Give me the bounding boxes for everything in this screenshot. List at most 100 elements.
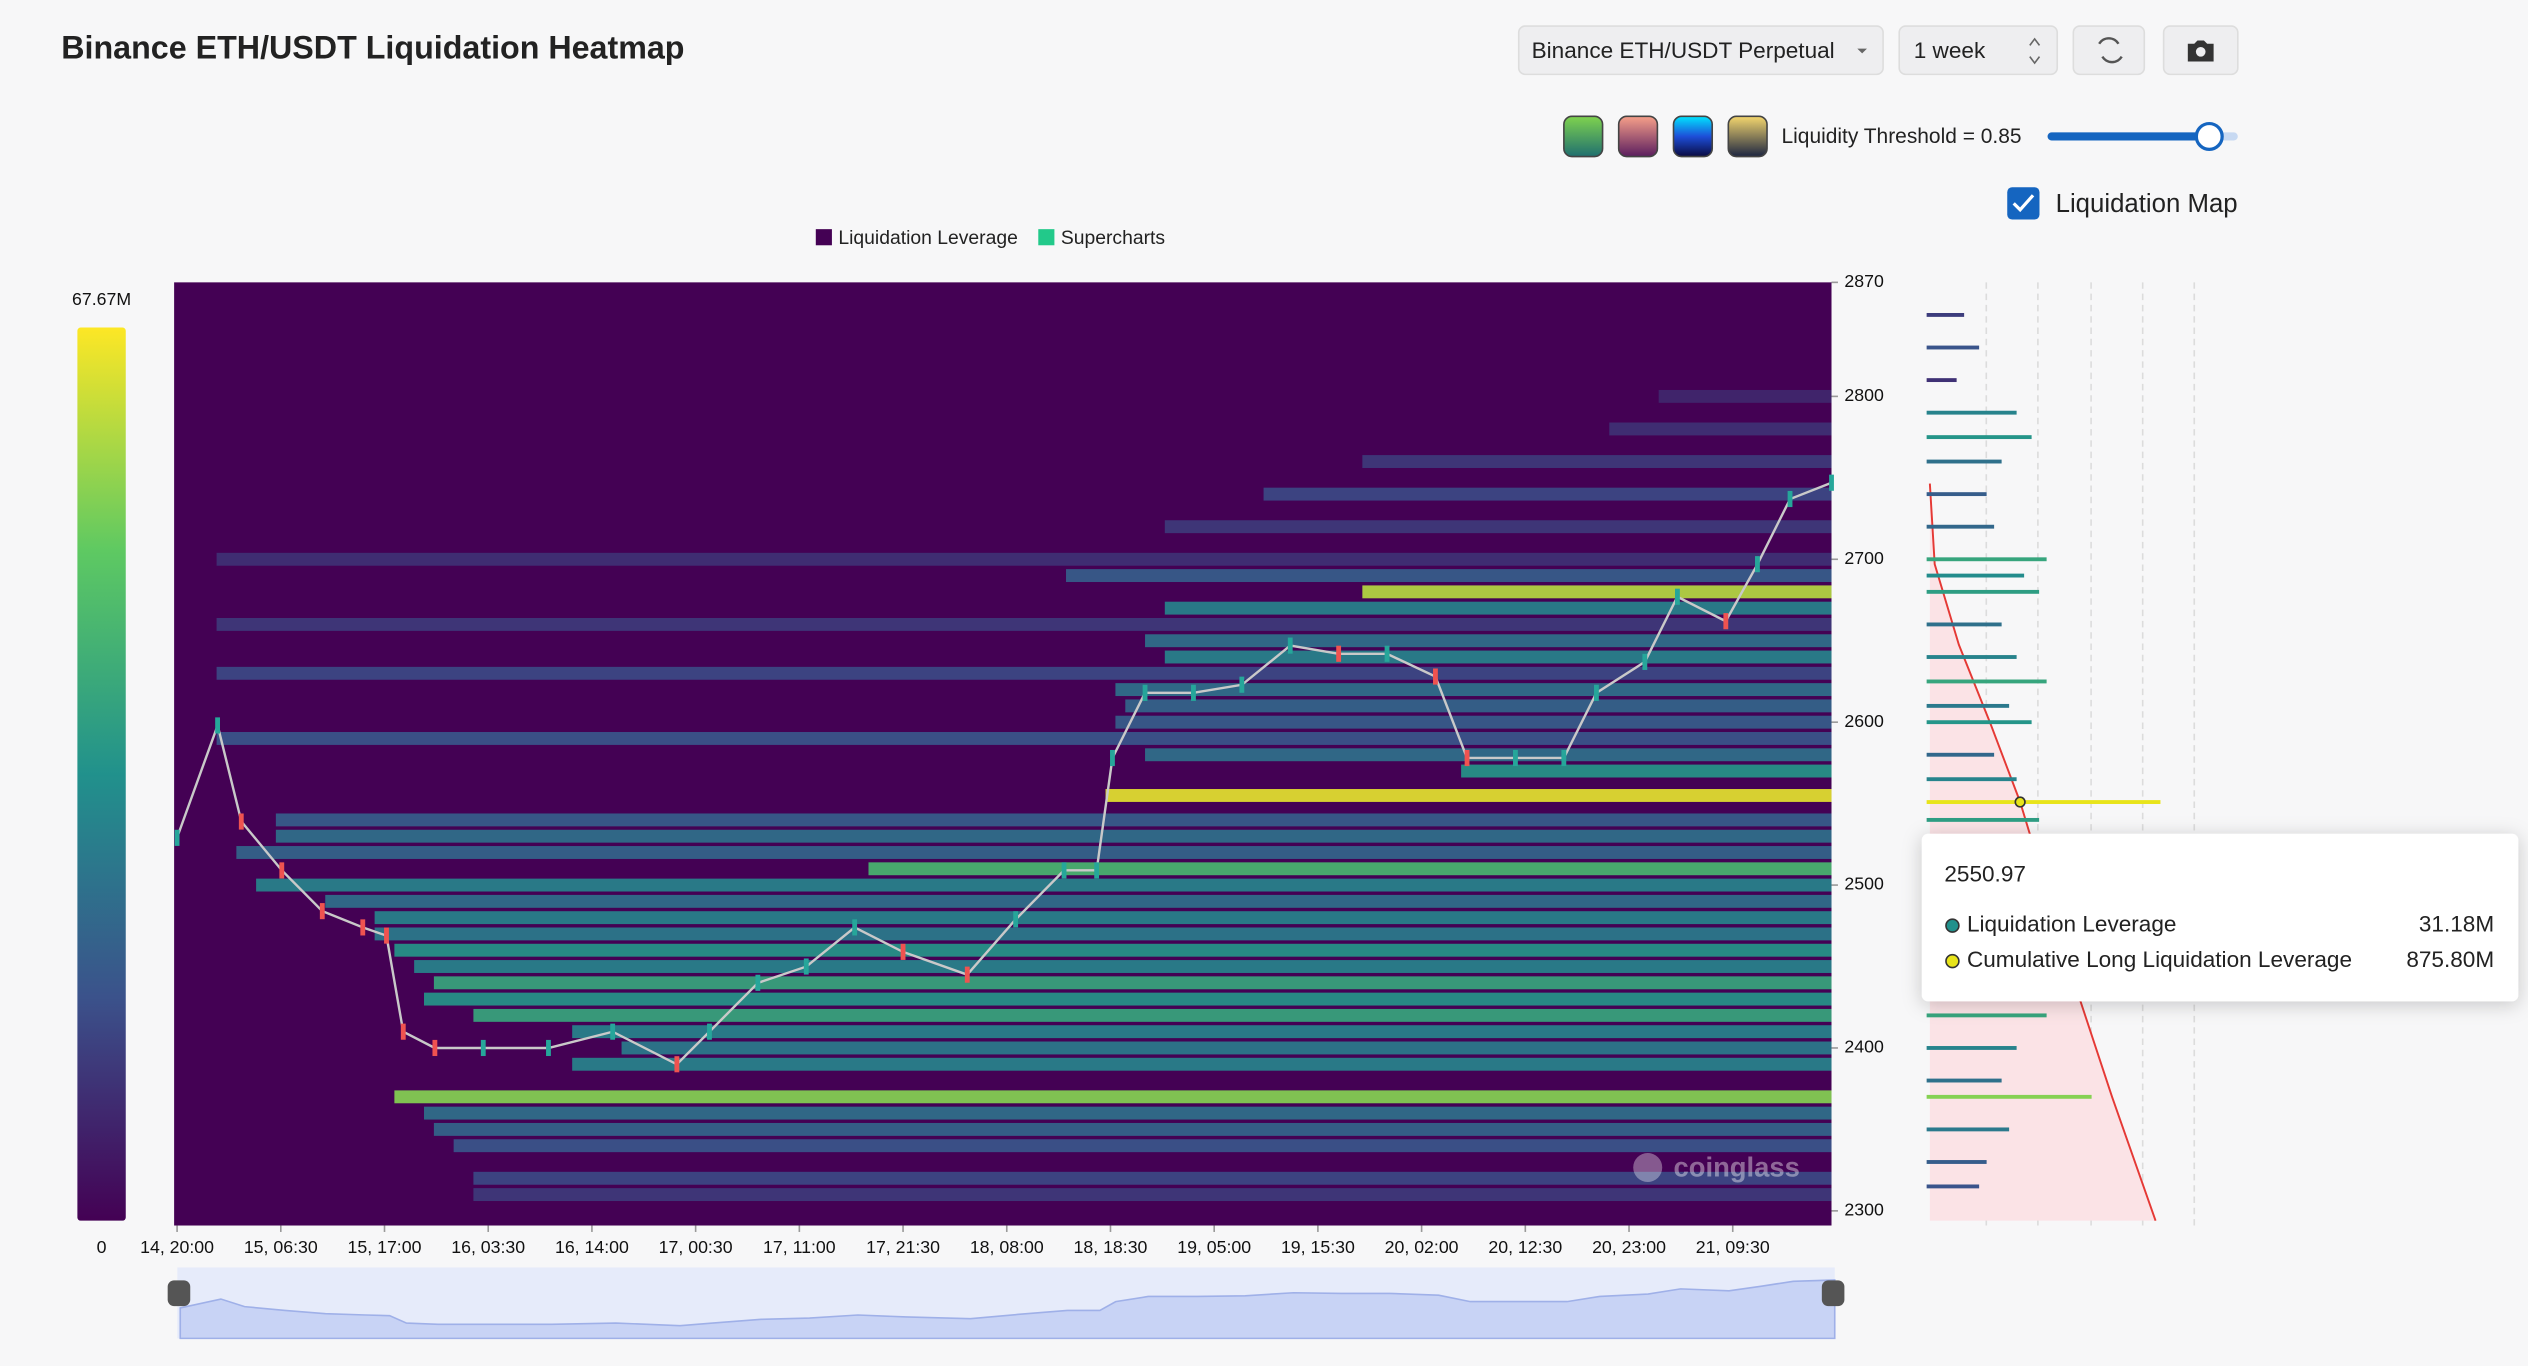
price-candle: [1642, 653, 1648, 670]
tooltip-row-value: 31.18M: [2419, 912, 2494, 937]
liquidation-band: [1362, 455, 1832, 468]
price-candle: [1464, 749, 1470, 767]
x-tick-label: 19, 05:00: [1177, 1237, 1251, 1257]
profile-bar: [1926, 720, 2032, 725]
tooltip-row-value: 875.80M: [2406, 947, 2494, 972]
liquidation-band: [275, 813, 1832, 827]
legend-label: Supercharts: [1061, 227, 1165, 249]
price-candle: [1561, 749, 1567, 767]
liquidation-band: [1145, 748, 1832, 762]
liquidation-band: [868, 862, 1832, 876]
profile-bar: [1926, 655, 2017, 659]
x-tick-label: 20, 02:00: [1385, 1237, 1459, 1257]
tooltip-row-name: Liquidation Leverage: [1967, 912, 2177, 937]
liquidation-band: [1164, 601, 1832, 615]
price-candle: [1094, 862, 1100, 879]
x-tick-label: 16, 03:30: [451, 1237, 525, 1257]
profile-bar: [1926, 1013, 2047, 1018]
slider-knob[interactable]: [2194, 121, 2224, 151]
y-tick-label: 2800: [1844, 385, 1884, 405]
price-candle: [610, 1023, 616, 1040]
liquidation-band: [572, 1025, 1832, 1039]
x-tick-label: 18, 08:00: [970, 1237, 1044, 1257]
profile-bar: [1926, 1184, 1980, 1189]
palette-swatch[interactable]: [1727, 115, 1768, 158]
profile-bar: [1926, 1094, 2092, 1099]
liquidation-band: [1263, 487, 1832, 501]
x-tick-label: 19, 15:30: [1281, 1237, 1355, 1257]
profile-bar: [1926, 622, 2002, 627]
legend-swatch: [1038, 229, 1055, 246]
profile-bar: [1926, 345, 1980, 350]
hover-dot: [2014, 796, 2026, 808]
profile-bar: [1926, 703, 2010, 708]
dropdown-arrow: [1857, 48, 1867, 54]
x-tick-label: 17, 11:00: [763, 1237, 836, 1257]
cumulative-fill: [1929, 483, 2156, 1221]
camera-lens: [2195, 46, 2206, 57]
range-select-text: 1 week: [1914, 38, 1986, 63]
profile-bar: [1926, 752, 1995, 757]
liquidation-band: [424, 1106, 1832, 1120]
y-tick-label: 2500: [1844, 874, 1884, 894]
price-candle: [900, 943, 906, 960]
price-candle: [964, 966, 970, 983]
profile-bar: [1926, 313, 1965, 317]
profile-bar: [1926, 817, 2040, 822]
liquidation-band: [1658, 389, 1832, 403]
liquidation-band: [1105, 789, 1832, 802]
price-candle: [480, 1039, 486, 1057]
x-tick-label: 17, 21:30: [866, 1237, 940, 1257]
navigator-handle[interactable]: [1821, 1280, 1845, 1307]
price-candle: [1239, 676, 1245, 693]
x-tick-label: 21, 09:30: [1696, 1237, 1770, 1257]
profile-bar: [1926, 777, 2017, 782]
check-mark: [2012, 194, 2035, 213]
pair-select[interactable]: [1517, 25, 1884, 76]
x-tick-label: 18, 18:30: [1074, 1237, 1148, 1257]
x-tick-label: 15, 17:00: [348, 1237, 422, 1257]
map-checkbox[interactable]: [2007, 187, 2040, 220]
palette-swatch[interactable]: [1617, 115, 1659, 158]
palette-swatch[interactable]: [1563, 115, 1604, 158]
profile-bar: [1926, 378, 1957, 383]
y-tick-label: 2600: [1844, 711, 1884, 731]
profile-bar: [1926, 1046, 2017, 1050]
profile-bar: [1926, 492, 1987, 497]
tooltip-swatch: [1945, 953, 1960, 969]
profile-bar: [1926, 1160, 1987, 1164]
pair-select-text: Binance ETH/USDT Perpetual: [1532, 38, 1835, 63]
liquidation-band: [433, 976, 1832, 990]
price-candle: [674, 1056, 680, 1073]
navigator-handle[interactable]: [167, 1280, 191, 1307]
price-candle: [1061, 862, 1067, 879]
navigator-area: [179, 1279, 1836, 1340]
profile-bar: [1926, 435, 2032, 440]
tooltip-price: 2550.97: [1944, 862, 2026, 887]
range-select[interactable]: [1898, 25, 2059, 76]
x-tick-label: 16, 14:00: [555, 1237, 629, 1257]
liquidation-band: [216, 666, 1832, 680]
colorbar-max-label: 67.67M: [72, 289, 131, 309]
legend-swatch: [815, 229, 832, 246]
x-tick-label: 20, 23:00: [1592, 1237, 1666, 1257]
price-candle: [1191, 684, 1196, 701]
watermark: coinglass: [1674, 1151, 1800, 1182]
price-line: [175, 481, 1832, 1066]
liquidation-band: [473, 1188, 1832, 1202]
liquidation-band: [374, 927, 1832, 941]
refresh-button[interactable]: [2072, 25, 2146, 76]
liquidation-band: [1125, 699, 1832, 713]
price-candle: [1013, 911, 1019, 928]
liquidation-band: [1461, 764, 1832, 778]
liquidation-band: [621, 1041, 1832, 1055]
cumulative-line: [1928, 483, 2157, 1222]
refresh-icon: [2098, 37, 2123, 64]
liquidation-band: [1362, 585, 1832, 599]
liquidation-band: [1164, 520, 1832, 534]
profile-bar: [1926, 557, 2047, 562]
palette-swatch[interactable]: [1672, 115, 1714, 158]
tooltip: [1921, 833, 2519, 1002]
liquidation-band: [216, 732, 1832, 745]
profile-bar: [1926, 459, 2002, 464]
